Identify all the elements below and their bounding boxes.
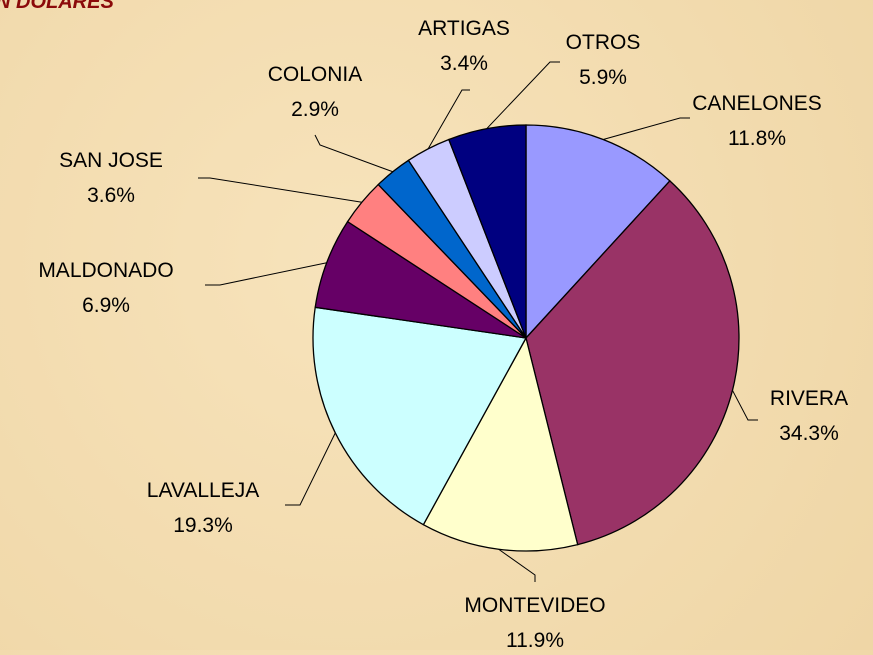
slice-value-label: 3.4% [440, 52, 488, 75]
pie-slice [447, 124, 527, 339]
slice-value-label: 6.9% [82, 294, 130, 317]
slice-label: MALDONADO [38, 259, 173, 282]
slice-value-label: 19.3% [173, 514, 233, 537]
slice-label: LAVALLEJA [147, 479, 259, 502]
slice-label: MONTEVIDEO [464, 594, 605, 617]
slice-value-label: 11.9% [506, 629, 564, 650]
slice-label: COLONIA [268, 63, 363, 86]
leader-line [198, 177, 362, 203]
slice-value-label: 2.9% [291, 98, 339, 121]
leader-line [285, 432, 336, 506]
leader-line [314, 134, 393, 173]
leader-line [205, 262, 327, 286]
slice-value-label: 3.6% [87, 184, 135, 207]
slice-value-label: 5.9% [579, 66, 627, 89]
slice-value-label: 34.3% [779, 422, 839, 445]
slice-value-label: 11.8% [728, 127, 786, 150]
leader-line [603, 117, 690, 140]
slice-label: CANELONES [692, 92, 822, 115]
pie-slice [422, 336, 579, 552]
slice-label: ARTIGAS [418, 17, 510, 40]
pie-slice [525, 124, 671, 340]
slice-label: RIVERA [770, 387, 848, 410]
slice-label: SAN JOSE [59, 149, 163, 172]
chart-title: N DOLARES [0, 0, 114, 13]
leader-line [732, 390, 758, 421]
leader-line [486, 61, 560, 129]
slice-label: OTROS [566, 31, 641, 54]
pie-slice [312, 306, 528, 526]
leader-line [427, 89, 470, 150]
leader-line [498, 548, 536, 582]
